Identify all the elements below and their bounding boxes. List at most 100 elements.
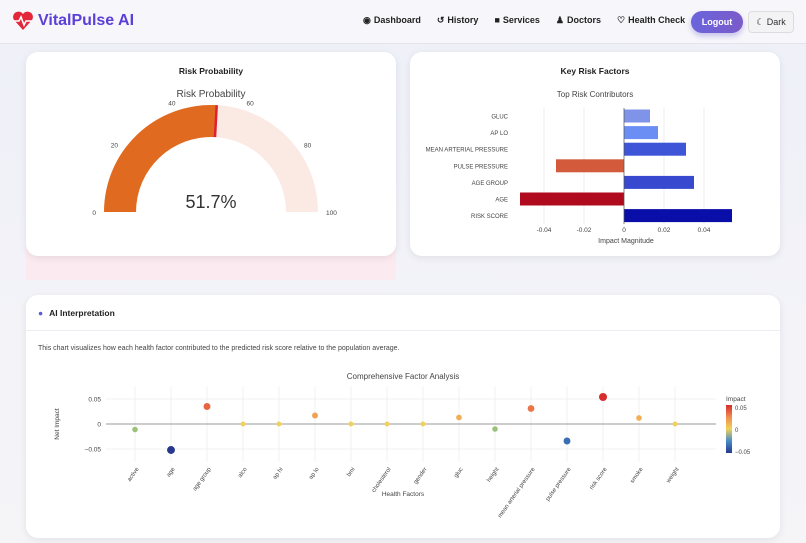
- key-risk-factors-card: Key Risk Factors Top Risk Contributors -0…: [410, 52, 780, 256]
- point-weight: [672, 421, 678, 427]
- x-tick-label: 0.04: [698, 227, 711, 234]
- y-tick-label: RISK SCORE: [471, 214, 508, 220]
- point-gluc: [456, 414, 462, 421]
- y-tick-label: −0.05: [85, 447, 102, 454]
- colorbar-tick: 0: [735, 428, 739, 434]
- description: This chart visualizes how each health fa…: [38, 345, 400, 352]
- nav-label: Services: [502, 15, 540, 25]
- point-alco: [240, 421, 246, 427]
- y-tick-label: AGE GROUP: [472, 181, 508, 187]
- x-tick-label: risk score: [589, 466, 609, 491]
- point-ap-hi: [276, 421, 282, 427]
- colorbar: [726, 405, 732, 453]
- x-tick-label: bmi: [346, 467, 356, 478]
- gauge-tick-label: 40: [168, 101, 176, 108]
- gauge-tick-label: 100: [326, 210, 337, 217]
- nav-label: Health Check: [628, 15, 686, 25]
- bar-age: [520, 192, 624, 206]
- x-axis-label: Impact Magnitude: [598, 238, 654, 245]
- y-tick-label: 0: [97, 422, 101, 429]
- colorbar-title: Impact: [726, 396, 746, 403]
- x-tick-label: weight: [665, 466, 681, 485]
- stethoscope-icon: ♡: [617, 15, 626, 25]
- section-title: AI Interpretation: [49, 307, 115, 318]
- y-tick-label: PULSE PRESSURE: [454, 164, 508, 170]
- card-title: Risk Probability: [178, 66, 244, 76]
- chart-title: Top Risk Contributors: [557, 90, 633, 99]
- bar-gluc: [624, 109, 650, 123]
- y-tick-label: MEAN ARTERIAL PRESSURE: [426, 148, 508, 154]
- point-mean-arterial-pressure: [527, 405, 535, 412]
- nav-label: History: [447, 15, 479, 25]
- x-tick-label: pulse pressure: [545, 466, 573, 502]
- gauge-value: 51.7%: [185, 192, 236, 212]
- gauge-tick-label: 80: [304, 142, 312, 149]
- point-pulse-pressure: [563, 437, 571, 445]
- bar-age-group: [624, 175, 694, 189]
- point-ap-lo: [312, 412, 318, 419]
- x-tick-label: 0.02: [658, 227, 671, 234]
- x-tick-label: 0: [622, 227, 626, 234]
- x-axis-label: Health Factors: [382, 491, 425, 498]
- nav-history[interactable]: ↺ History: [437, 15, 479, 26]
- x-tick-label: alco: [237, 466, 249, 479]
- point-cholesterol: [384, 421, 390, 427]
- point-risk-score: [598, 392, 608, 402]
- gauge-title: Risk Probability: [177, 89, 246, 100]
- point-gender: [420, 421, 426, 427]
- risk-contributors-chart: Top Risk Contributors -0.04 -0.02 0 0.02 0.04…: [426, 90, 732, 245]
- nav-dashboard[interactable]: ◉ Dashboard: [363, 15, 421, 26]
- point-age: [167, 446, 175, 454]
- bar-pulse-pressure: [556, 159, 624, 173]
- nav-doctors[interactable]: ♟ Doctors: [556, 15, 601, 26]
- x-tick-label: mean arterial pressure: [497, 466, 537, 519]
- moon-icon: ☾: [756, 16, 767, 27]
- nav-health-check[interactable]: ♡ Health Check: [617, 15, 685, 26]
- navbar: VitalPulse AI ◉ Dashboard ↺ History ■ Servi…: [0, 0, 806, 44]
- gauge-needle: [213, 105, 218, 138]
- gauge-tick-label: 0: [92, 210, 96, 217]
- x-tick-label: ap lo: [308, 466, 321, 481]
- briefcase-icon: ■: [494, 15, 500, 25]
- bar-ap-lo: [624, 126, 658, 140]
- bar-mean-arterial-pressure: [624, 142, 686, 156]
- logout-button[interactable]: Logout: [691, 11, 743, 33]
- x-tick-label: age: [166, 466, 177, 478]
- x-tick-label: gender: [413, 467, 429, 486]
- brain-icon: ●: [38, 307, 44, 318]
- x-tick-label: -0.02: [577, 227, 592, 234]
- point-bmi: [348, 421, 354, 427]
- dark-mode-toggle[interactable]: ☾ Dark: [748, 11, 794, 33]
- dashboard-icon: ◉: [363, 15, 371, 25]
- colorbar-tick: −0.05: [735, 450, 751, 456]
- x-tick-label: active: [127, 466, 141, 483]
- point-active: [132, 426, 138, 433]
- risk-gauge: Risk Probability 0 20 40 60 80 100 51.7%: [92, 89, 337, 217]
- y-tick-label: AP LO: [490, 131, 508, 137]
- brand-logo[interactable]: VitalPulse AI: [12, 11, 134, 31]
- bar-risk-score: [624, 209, 732, 223]
- nav-label: Doctors: [567, 15, 602, 25]
- x-tick-label: age group: [192, 466, 213, 492]
- gauge-tick-label: 60: [247, 101, 255, 108]
- brand-name: VitalPulse AI: [38, 12, 135, 29]
- y-tick-label: AGE: [495, 198, 508, 204]
- gauge-fill: [104, 105, 217, 212]
- y-tick-label: 0.05: [88, 397, 101, 404]
- dark-label: Dark: [766, 16, 786, 27]
- x-tick-label: gluc: [453, 467, 464, 479]
- y-tick-label: GLUC: [491, 115, 508, 121]
- chart-title: Comprehensive Factor Analysis: [347, 372, 460, 381]
- factor-analysis-chart: Comprehensive Factor Analysis 0.05 0 −0.05 N…: [54, 372, 751, 519]
- point-height: [492, 426, 498, 432]
- nav-services[interactable]: ■ Services: [494, 15, 539, 26]
- x-tick-label: cholesterol: [371, 467, 393, 494]
- x-tick-label: height: [486, 466, 500, 483]
- point-age-group: [203, 403, 211, 410]
- colorbar-tick: 0.05: [735, 406, 747, 412]
- heart-pulse-icon: [13, 11, 33, 30]
- gauge-tick-label: 20: [111, 142, 119, 149]
- x-tick-label: ap hi: [272, 467, 284, 481]
- nav-label: Dashboard: [373, 15, 421, 25]
- point-smoke: [636, 415, 642, 421]
